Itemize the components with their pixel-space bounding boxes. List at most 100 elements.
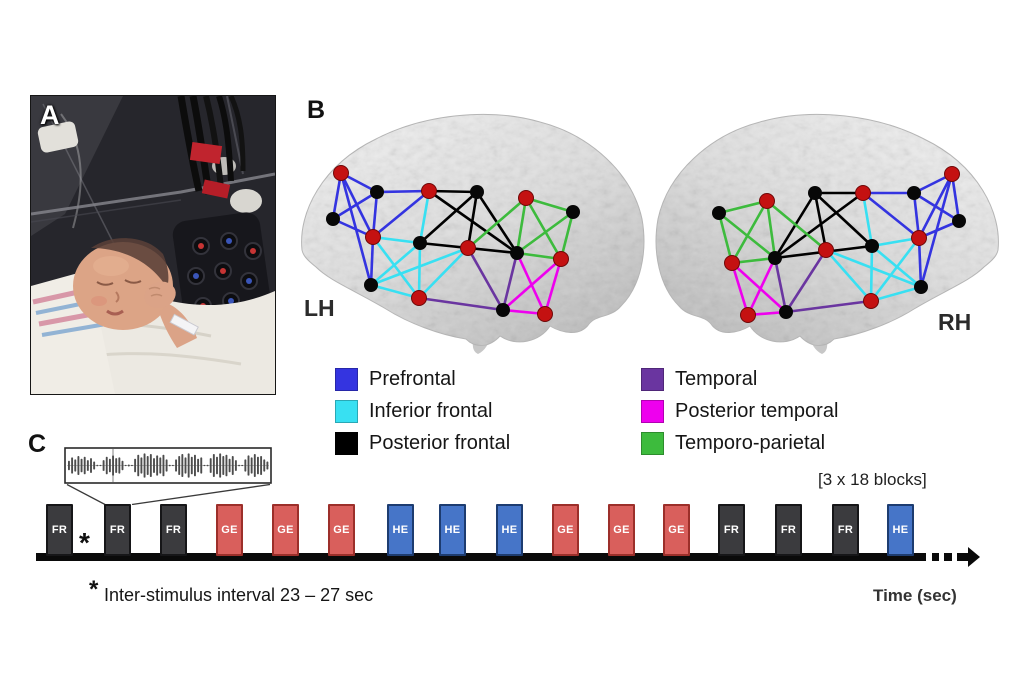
waveform-bar [68,460,70,471]
waveform-bar [165,459,168,472]
network-edge-temporal [417,296,505,312]
audio-waveform [64,447,272,484]
waveform-bar [225,454,228,477]
network-edge-posterior_temporal [730,261,750,317]
network-node-red [333,165,349,181]
network-edge-prefrontal [375,189,431,194]
waveform-bar [86,460,89,471]
network-edge-inferior_frontal [369,241,422,287]
temporo_parietal-swatch [641,432,664,455]
network-node-red [855,185,871,201]
network-edge-temporal [784,299,873,314]
network-edge-inferior_frontal [371,235,421,300]
legend-label: Inferior frontal [369,400,493,422]
red-tape-wrap [189,141,223,165]
waveform-bar [263,459,266,472]
network-edge-inferior_frontal [417,246,470,300]
lips [106,309,124,316]
stimulus-block-he: HE [887,504,914,556]
panel-a-label: A [40,100,60,130]
network-node-red [724,255,740,271]
legend-item-temporo_parietal: Temporo-parietal [641,432,838,455]
network-edge-temporo_parietal [524,196,563,261]
time-axis-dash [944,553,952,561]
waveform-bar [80,458,83,473]
network-node-black [808,186,822,200]
waveform-bar [178,456,181,475]
waveform-bar [194,454,196,477]
network-edge-prefrontal [917,236,923,289]
network-edge-inferior_frontal [869,285,923,303]
network-node-black [566,205,580,219]
network-edge-inferior_frontal [369,283,421,300]
network-node-black [470,185,484,199]
stimulus-block-he: HE [439,504,466,556]
waveform-bar [162,454,165,477]
network-edge-temporal [773,256,788,314]
waveform-bar [115,458,118,473]
network-node-red [911,230,927,246]
network-edge-posterior_temporal [746,256,777,317]
id-wristband [169,313,199,336]
network-edge-prefrontal [912,191,961,223]
closed-eye-left [96,281,114,286]
waveform-bar [171,464,174,467]
waveform-bar [121,460,124,471]
stimulus-block-fr: FR [718,504,745,556]
network-edge-temporo_parietal [717,211,734,265]
network-edge-inferior_frontal [869,236,921,303]
legend-item-temporal: Temporal [641,368,838,391]
infant-hand [144,281,199,348]
network-edge-posterior_temporal [515,251,547,316]
network-edge-inferior_frontal [869,244,874,303]
stimulus-block-ge: GE [272,504,299,556]
rh-label: RH [938,309,972,335]
network-node-black [370,185,384,199]
waveform-bar [168,464,171,467]
legend-label: Posterior temporal [675,400,839,422]
waveform-bar [247,455,250,476]
waveform-bar [231,456,234,475]
waveform-bar [105,456,108,475]
network-node-red [411,290,427,306]
isi-note: Inter-stimulus interval 23 – 27 sec [104,585,374,605]
cloth-right [230,189,262,213]
stimulus-block-fr: FR [775,504,802,556]
waveform-bar [153,458,155,473]
network-edge-temporo_parietal [717,211,777,260]
network-edge-prefrontal [371,189,431,239]
network-edge-temporal [466,246,505,312]
isi-asterisk: * [89,576,99,603]
waveform-bar [184,457,187,474]
lh-label: LH [304,295,335,321]
waveform-bar [203,464,206,467]
network-edge-inferior_frontal [418,189,431,245]
waveform-bar [108,458,111,473]
stimulus-block-fr: FR [832,504,859,556]
panel-b-label: B [307,96,326,124]
infant-photo [31,96,275,394]
waveform-bar [93,461,96,470]
inferior_frontal-swatch [335,400,358,423]
network-edge-posterior_frontal [773,191,865,260]
waveform-bar [212,454,215,477]
legend-item-prefrontal: Prefrontal [335,368,510,391]
network-node-red [518,190,534,206]
network-edge-prefrontal [331,190,379,221]
network-edge-temporo_parietal [765,199,828,252]
incubator-rim [31,172,275,216]
waveform-bar [209,458,212,473]
stimulus-block-ge: GE [663,504,690,556]
legend-label: Prefrontal [369,368,456,390]
prefrontal-swatch [335,368,358,391]
waveform-bar [159,457,162,474]
network-edge-temporo_parietal [730,199,769,265]
network-node-black [712,206,726,220]
network-node-black [413,236,427,250]
waveform-bar [175,459,177,472]
network-edge-inferior_frontal [417,241,422,300]
temporal-swatch [641,368,664,391]
network-edge-posterior_temporal [543,257,563,316]
waveform-bar [143,453,146,478]
time-axis-line [36,553,926,561]
